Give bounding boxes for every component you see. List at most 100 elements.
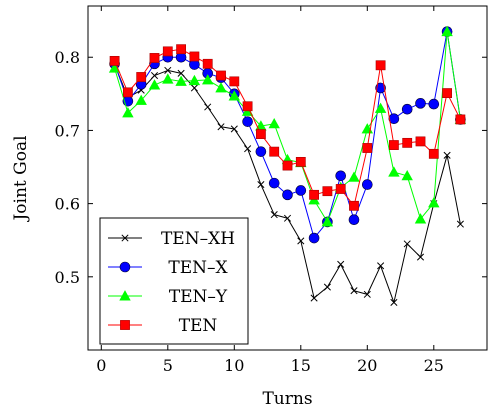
series-ten	[109, 44, 466, 211]
data-point-ten-xh	[270, 211, 278, 219]
data-point-ten	[149, 53, 160, 63]
data-point-ten	[255, 129, 266, 139]
data-point-ten-xh	[443, 151, 451, 159]
data-point-ten-xh	[257, 181, 265, 189]
data-point-ten-y	[428, 197, 440, 208]
data-point-ten-y	[135, 94, 147, 105]
data-point-ten-x	[295, 185, 307, 196]
series-ten-x	[109, 26, 466, 244]
series-line-ten-x	[114, 31, 461, 239]
data-point-ten-y	[374, 102, 387, 113]
data-point-ten	[428, 148, 439, 159]
data-point-ten	[402, 137, 413, 148]
data-point-ten	[362, 143, 373, 153]
data-point-ten-y	[188, 74, 201, 86]
data-point-ten-y	[228, 90, 241, 101]
data-point-ten-xh	[297, 237, 305, 245]
x-tick-label: 25	[424, 356, 444, 375]
y-tick-label: 0.5	[55, 268, 80, 287]
data-point-ten-xh	[377, 262, 385, 270]
data-point-ten	[295, 156, 306, 167]
data-point-ten-y	[175, 75, 187, 86]
data-point-ten	[455, 114, 466, 125]
data-point-ten-x	[361, 179, 373, 190]
data-point-ten-x	[415, 98, 426, 109]
x-tick-label: 10	[224, 356, 244, 375]
y-tick-label: 0.6	[55, 195, 80, 214]
data-point-ten	[242, 101, 253, 112]
data-point-ten-y	[148, 79, 161, 90]
data-point-ten-y	[441, 25, 453, 37]
data-point-ten	[309, 189, 319, 200]
data-point-ten-x	[388, 113, 400, 125]
data-point-ten-x	[335, 170, 347, 182]
data-point-ten-x	[255, 146, 267, 157]
data-point-ten-xh	[204, 103, 212, 111]
series-ten-y	[108, 25, 467, 227]
data-point-ten-xh	[217, 123, 225, 131]
data-point-ten-x	[268, 177, 280, 189]
legend-entry-ten-x: TEN–X	[108, 258, 229, 278]
legend-entry-ten-xh: TEN–XH	[108, 229, 235, 249]
data-point-ten-x	[242, 116, 253, 127]
legend: TEN–XH TEN–X TEN–Y TEN	[99, 217, 249, 345]
legend-marker	[119, 290, 131, 301]
data-point-ten	[349, 200, 359, 211]
data-point-ten-xh	[283, 214, 292, 222]
data-point-ten	[162, 46, 173, 57]
data-point-ten-x	[428, 98, 440, 110]
series-line-ten	[114, 48, 461, 207]
data-point-ten-y	[201, 74, 214, 85]
data-point-ten	[322, 186, 333, 197]
data-point-ten-x	[375, 82, 386, 94]
data-point-ten-y	[268, 118, 280, 129]
data-point-ten	[136, 72, 147, 82]
legend-entry-ten-y: TEN–Y	[108, 287, 228, 307]
axes: 0 5 10 15 20 25 0.5 0.6 0.7 0.8 Turns Joint Goal	[11, 5, 488, 409]
data-point-ten-xh	[416, 253, 425, 261]
legend-entry-ten: TEN	[108, 316, 217, 336]
data-point-ten-y	[122, 107, 134, 118]
legend-label: TEN–XH	[161, 229, 235, 249]
data-point-ten-y	[215, 82, 227, 93]
data-point-ten-x	[348, 214, 360, 226]
data-point-ten-xh	[190, 84, 198, 92]
legend-marker	[121, 234, 129, 242]
data-point-ten-xh	[350, 287, 358, 295]
data-point-ten-x	[282, 189, 293, 201]
data-point-ten-xh	[363, 290, 371, 298]
data-point-ten	[442, 88, 452, 98]
y-tick-label: 0.7	[55, 121, 80, 140]
axes-frame	[87, 5, 488, 351]
data-point-ten	[189, 51, 200, 62]
data-point-ten-y	[414, 213, 427, 224]
x-tick-label: 0	[96, 356, 106, 375]
x-tick-label: 5	[163, 356, 173, 375]
data-point-ten-xh	[403, 240, 411, 248]
x-tick-label: 20	[357, 356, 377, 375]
data-point-ten	[388, 140, 399, 150]
data-point-ten-xh	[150, 71, 159, 80]
data-point-ten-xh	[244, 145, 252, 153]
y-axis-title: Joint Goal	[11, 135, 31, 222]
data-point-ten-xh	[337, 260, 345, 268]
data-point-ten-x	[401, 103, 413, 115]
legend-marker	[120, 320, 130, 330]
data-point-ten	[415, 136, 426, 147]
legend-marker	[119, 261, 131, 273]
y-tick-label: 0.8	[55, 48, 80, 67]
data-point-ten-xh	[310, 294, 318, 302]
data-point-ten-y	[401, 169, 413, 181]
data-point-ten	[335, 184, 346, 194]
data-point-ten-xh	[164, 66, 172, 74]
data-point-ten	[123, 87, 133, 98]
data-point-ten-xh	[456, 220, 464, 228]
data-point-ten	[282, 160, 293, 171]
legend-label: TEN–Y	[169, 287, 228, 307]
data-point-ten-y	[162, 73, 174, 84]
data-point-ten	[202, 58, 213, 69]
x-tick-label: 15	[291, 356, 311, 375]
x-axis-title: Turns	[262, 389, 312, 409]
legend-label: TEN	[179, 316, 218, 336]
